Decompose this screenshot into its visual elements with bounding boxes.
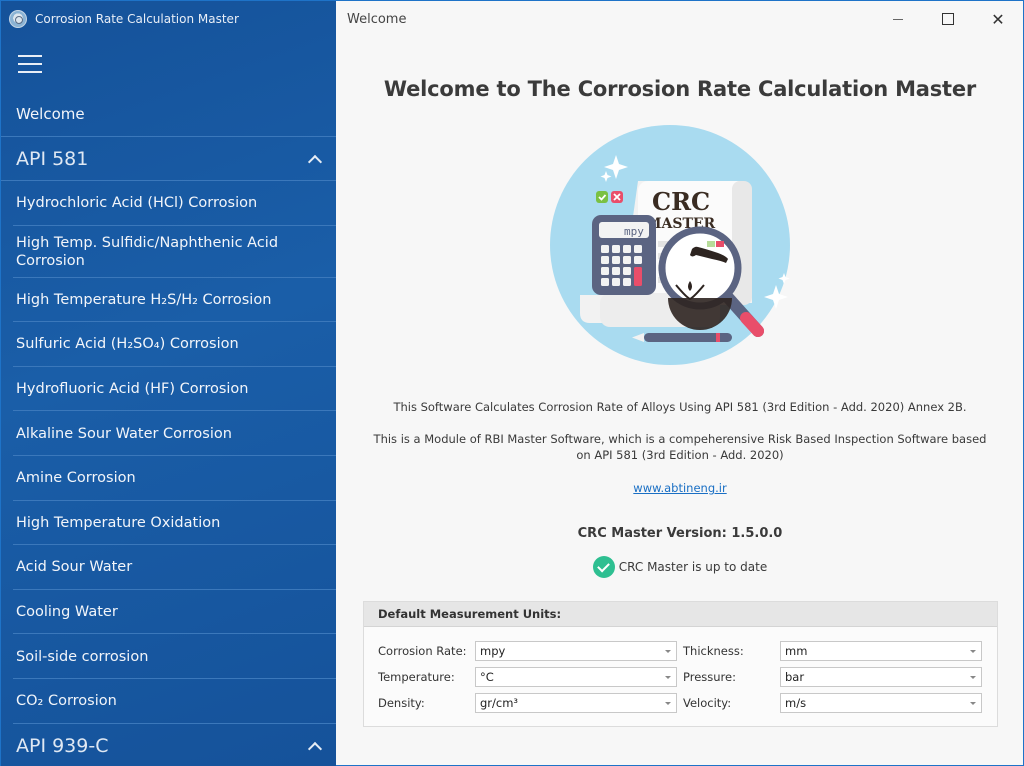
velocity-select[interactable]: m/s: [780, 693, 982, 713]
version-label: CRC Master Version: 1.5.0.0: [577, 526, 783, 541]
close-button[interactable]: ✕: [991, 9, 1005, 29]
menu-toggle-button[interactable]: [1, 37, 336, 91]
sidebar-item-label: Acid Sour Water: [16, 559, 133, 576]
units-row: Density: gr/cm³ Velocity: m/s: [364, 692, 997, 714]
sidebar-item-soil-side[interactable]: Soil-side corrosion: [1, 634, 336, 679]
units-panel-title: Default Measurement Units:: [364, 602, 997, 627]
sidebar: Corrosion Rate Calculation Master Welcom…: [1, 1, 336, 766]
corrosion-rate-select[interactable]: mpy: [475, 641, 677, 661]
sidebar-item-hcl-corrosion[interactable]: Hydrochloric Acid (HCl) Corrosion: [1, 181, 336, 226]
temperature-label: Temperature:: [378, 670, 455, 684]
density-label: Density:: [378, 696, 425, 710]
minimize-button[interactable]: [873, 1, 923, 37]
welcome-heading: Welcome to The Corrosion Rate Calculatio…: [383, 77, 977, 101]
sidebar-group-api-939c[interactable]: API 939-C: [1, 724, 336, 766]
update-status: CRC Master is up to date: [337, 556, 1023, 578]
sidebar-group-label: API 939-C: [16, 734, 109, 757]
velocity-label: Velocity:: [683, 696, 732, 710]
window-controls: ✕: [873, 1, 1023, 37]
description-text: This Software Calculates Corrosion Rate …: [393, 400, 967, 414]
sidebar-item-label: CO₂ Corrosion: [16, 693, 117, 710]
pressure-select[interactable]: bar: [780, 667, 982, 687]
sidebar-item-label: High Temperature H₂S/H₂ Corrosion: [16, 291, 272, 308]
app-title: Corrosion Rate Calculation Master: [35, 12, 239, 26]
app-logo-icon: [9, 10, 27, 28]
dropdown-arrow-icon: [665, 676, 671, 679]
sidebar-item-co2-corrosion[interactable]: CO₂ Corrosion: [1, 679, 336, 724]
svg-text:mpy: mpy: [624, 225, 644, 238]
app-title-bar: Corrosion Rate Calculation Master: [1, 1, 336, 37]
sidebar-item-hf-corrosion[interactable]: Hydrofluoric Acid (HF) Corrosion: [1, 367, 336, 412]
dropdown-arrow-icon: [665, 702, 671, 705]
sidebar-item-label: Cooling Water: [16, 604, 118, 621]
corrosion-rate-label: Corrosion Rate:: [378, 644, 467, 658]
sidebar-item-sulfidic-naphthenic[interactable]: High Temp. Sulfidic/Naphthenic Acid Corr…: [1, 226, 336, 278]
website-link[interactable]: www.abtineng.ir: [633, 481, 727, 495]
sidebar-item-label: Soil-side corrosion: [16, 648, 149, 665]
sidebar-item-label: Amine Corrosion: [16, 470, 136, 487]
maximize-button[interactable]: [923, 1, 973, 37]
sidebar-item-label: Hydrofluoric Acid (HF) Corrosion: [16, 381, 249, 398]
main-panel: Welcome ✕ Welcome to The Corrosion Rate …: [337, 1, 1023, 765]
sidebar-group-label: API 581: [16, 148, 89, 170]
selected-value: mm: [785, 644, 808, 658]
sidebar-item-label: High Temperature Oxidation: [16, 514, 221, 531]
module-description-text: This is a Module of RBI Master Software,…: [373, 432, 987, 462]
chevron-up-icon[interactable]: [308, 739, 322, 753]
sidebar-item-cooling-water[interactable]: Cooling Water: [1, 590, 336, 635]
sidebar-item-welcome[interactable]: Welcome: [1, 91, 336, 137]
selected-value: m/s: [785, 696, 807, 710]
check-circle-icon: [592, 556, 615, 578]
dropdown-arrow-icon: [970, 676, 976, 679]
units-row: Corrosion Rate: mpy Thickness: mm: [364, 640, 997, 662]
sidebar-item-h2s-h2-corrosion[interactable]: High Temperature H₂S/H₂ Corrosion: [1, 278, 336, 323]
dropdown-arrow-icon: [665, 650, 671, 653]
window-titlebar: Welcome ✕: [337, 1, 1023, 37]
sidebar-item-label: Hydrochloric Acid (HCl) Corrosion: [16, 195, 258, 212]
sidebar-item-sulfuric-acid[interactable]: Sulfuric Acid (H₂SO₄) Corrosion: [1, 322, 336, 367]
density-select[interactable]: gr/cm³: [475, 693, 677, 713]
svg-text:CRC: CRC: [652, 187, 710, 216]
selected-value: °C: [480, 670, 494, 684]
sidebar-item-label: High Temp. Sulfidic/Naphthenic Acid Corr…: [16, 234, 279, 269]
thickness-label: Thickness:: [683, 644, 744, 658]
dropdown-arrow-icon: [970, 702, 976, 705]
temperature-select[interactable]: °C: [475, 667, 677, 687]
update-status-text: CRC Master is up to date: [618, 560, 768, 574]
selected-value: gr/cm³: [480, 696, 519, 710]
logo-illustration: CRC MASTER mpy: [550, 125, 790, 365]
sidebar-item-amine-corrosion[interactable]: Amine Corrosion: [1, 456, 336, 501]
sidebar-group-api-581[interactable]: API 581: [1, 137, 336, 181]
sidebar-item-alkaline-sour-water[interactable]: Alkaline Sour Water Corrosion: [1, 411, 336, 456]
sidebar-item-ht-oxidation[interactable]: High Temperature Oxidation: [1, 501, 336, 546]
page-title: Welcome: [347, 11, 407, 27]
measurement-units-panel: Default Measurement Units: Corrosion Rat…: [363, 601, 998, 727]
crc-master-logo: CRC MASTER mpy: [548, 123, 792, 367]
sidebar-item-label: Welcome: [16, 105, 85, 123]
dropdown-arrow-icon: [970, 650, 976, 653]
pressure-label: Pressure:: [683, 670, 736, 684]
chevron-up-icon[interactable]: [308, 152, 322, 166]
units-row: Temperature: °C Pressure: bar: [364, 666, 997, 688]
selected-value: mpy: [480, 644, 506, 658]
hamburger-icon: [18, 52, 42, 76]
thickness-select[interactable]: mm: [780, 641, 982, 661]
selected-value: bar: [785, 670, 805, 684]
sidebar-item-label: Sulfuric Acid (H₂SO₄) Corrosion: [16, 336, 239, 353]
sidebar-item-acid-sour-water[interactable]: Acid Sour Water: [1, 545, 336, 590]
sidebar-item-label: Alkaline Sour Water Corrosion: [16, 425, 232, 442]
